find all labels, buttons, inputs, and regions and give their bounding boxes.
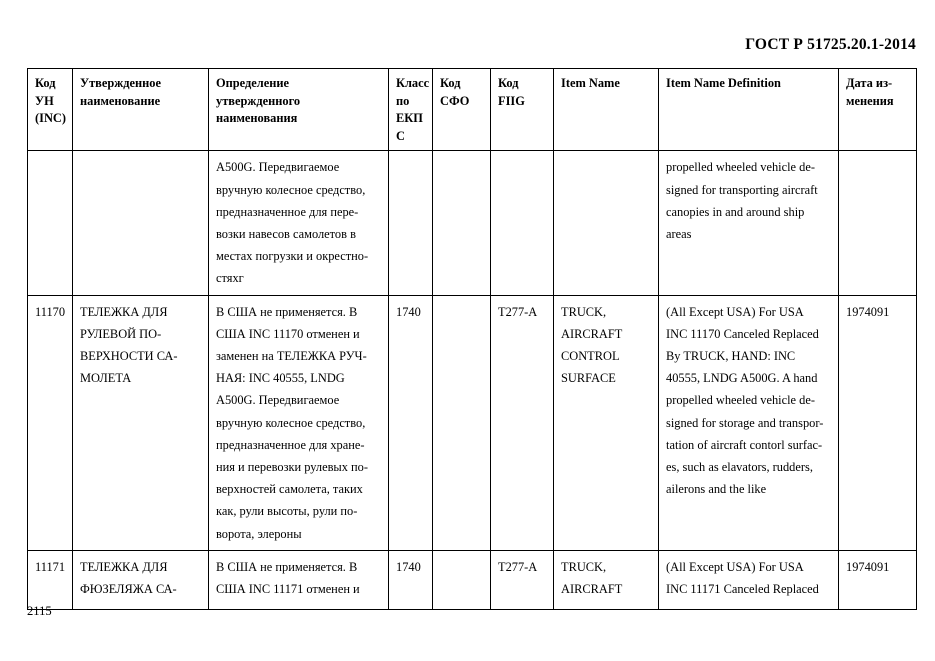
column-header-item-name: Item Name [553,67,659,152]
cell-item-name [553,150,659,296]
cell-code-fiig: T277-A [490,294,554,551]
column-header-class-ekps: Класс по ЕКП С [388,67,433,152]
cell-code-fiig [490,150,554,296]
column-header-code-un: Код УН (INC) [27,67,73,152]
cell-code-sfo [432,294,491,551]
cell-code-un: 11171 [27,549,73,610]
column-header-change-date: Дата из- менения [838,67,917,152]
cell-approved-name: ТЕЛЕЖКА ДЛЯ РУЛЕВОЙ ПО- ВЕРХНОСТИ СА- МО… [72,294,209,551]
cell-definition-ru: A500G. Передвигаемое вручную колесное ср… [208,150,389,296]
cell-code-sfo [432,549,491,610]
table-row: A500G. Передвигаемое вручную колесное ср… [27,150,917,296]
column-header-code-fiig: Код FIIG [490,67,554,152]
table-row: 11171 ТЕЛЕЖКА ДЛЯ ФЮЗЕЛЯЖА СА- В США не … [27,549,917,610]
cell-code-un: 11170 [27,294,73,551]
cell-class-ekps: 1740 [388,294,433,551]
column-header-approved-name: Утвержденное наименование [72,67,209,152]
cell-definition-ru: В США не применяется. В США INC 11170 от… [208,294,389,551]
cell-item-name-definition: (All Except USA) For USA INC 11171 Cance… [658,549,839,610]
column-header-code-sfo: Код СФО [432,67,491,152]
standard-header: ГОСТ Р 51725.20.1-2014 [745,36,916,53]
inc-catalog-table: Код УН (INC) Утвержденное наименование О… [27,67,917,610]
cell-code-fiig: T277-A [490,549,554,610]
cell-class-ekps [388,150,433,296]
cell-code-un [27,150,73,296]
table-header-row: Код УН (INC) Утвержденное наименование О… [27,67,917,152]
page-number: 2115 [27,604,52,618]
cell-change-date: 1974091 [838,549,917,610]
cell-class-ekps: 1740 [388,549,433,610]
cell-item-name: TRUCK, AIRCRAFT [553,549,659,610]
cell-approved-name [72,150,209,296]
cell-definition-ru: В США не применяется. В США INC 11171 от… [208,549,389,610]
cell-approved-name: ТЕЛЕЖКА ДЛЯ ФЮЗЕЛЯЖА СА- [72,549,209,610]
cell-change-date: 1974091 [838,294,917,551]
cell-change-date [838,150,917,296]
cell-item-name-definition: (All Except USA) For USA INC 11170 Cance… [658,294,839,551]
cell-item-name: TRUCK, AIRCRAFT CONTROL SURFACE [553,294,659,551]
table-row: 11170 ТЕЛЕЖКА ДЛЯ РУЛЕВОЙ ПО- ВЕРХНОСТИ … [27,294,917,551]
column-header-item-name-definition: Item Name Definition [658,67,839,152]
cell-item-name-definition: propelled wheeled vehicle de- signed for… [658,150,839,296]
column-header-definition-ru: Определение утвержденного наименования [208,67,389,152]
cell-code-sfo [432,150,491,296]
